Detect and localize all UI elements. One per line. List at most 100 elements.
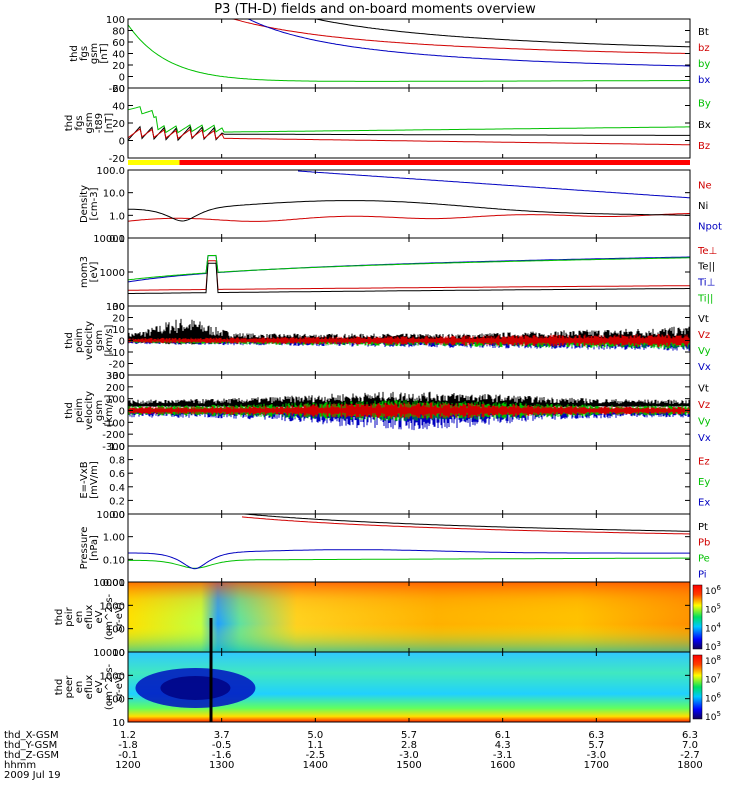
legend-entry: Pb [698, 538, 710, 549]
y-tick-label: -10 [109, 348, 125, 359]
y-axis-label: thd [54, 679, 65, 696]
panel-pressure: 10.00 1.00 0.10 0.01 Pressure [nPa] Pt Pb Pe Pi [79, 510, 710, 589]
series-bx [127, 125, 690, 142]
y-tick-label: 10 [112, 718, 125, 729]
y-tick-label: 1.00 [103, 533, 125, 544]
y-axis-label: sr-eV) [114, 672, 125, 701]
y-tick-label: 1000 [100, 268, 125, 279]
y-tick-label: 0 [119, 337, 125, 348]
y-tick-label: 0.8 [109, 456, 125, 467]
ephemeris-value: -2.7 [680, 750, 700, 761]
y-tick-label: -30 [109, 371, 125, 382]
x-tick-label: 1700 [584, 760, 609, 771]
y-tick-label: 0.01 [103, 578, 125, 589]
legend-entry: Bz [698, 141, 710, 152]
x-tick-label: 1300 [209, 760, 234, 771]
y-axis-label: en [74, 611, 85, 624]
y-axis-label: fgs [74, 115, 85, 130]
y-tick-label: 10.0 [103, 189, 125, 200]
y-tick-label: 0.6 [109, 469, 125, 480]
status-bar-red [128, 160, 690, 165]
panel-frame [127, 169, 691, 239]
y-tick-label: 20 [112, 61, 125, 72]
y-axis-label: gsm [89, 43, 100, 64]
x-tick-label: 1500 [396, 760, 421, 771]
y-axis-label: gsm [94, 400, 105, 421]
y-axis-label: peer [64, 675, 75, 699]
ephemeris-value: 1.2 [120, 730, 136, 741]
ephemeris-value: 2.8 [401, 740, 417, 751]
colorbar [692, 584, 703, 650]
y-tick-label: 40 [112, 50, 125, 61]
y-tick-label: 1.0 [109, 442, 125, 453]
ephemeris-label: thd_X-GSM [4, 730, 59, 741]
colorbar-label: 105 [705, 710, 721, 723]
y-axis-label: gsm [94, 330, 105, 351]
ephemeris-label: thd_Y-GSM [4, 740, 57, 751]
legend-entry: Ex [698, 498, 710, 509]
y-tick-label: 10000 [93, 234, 125, 245]
series-ti [127, 254, 690, 281]
ephemeris-value: -0.5 [212, 740, 232, 751]
y-tick-label: 30 [112, 302, 125, 313]
legend-entry: by [698, 59, 710, 70]
y-tick-label: 300 [106, 371, 125, 382]
y-tick-label: 10000 [93, 648, 125, 659]
y-tick-label: 60 [112, 38, 125, 49]
y-axis-label: thd [64, 332, 75, 349]
y-axis-label: velocity [84, 391, 95, 430]
legend-entry: bx [698, 75, 710, 86]
ephemeris-value: 6.3 [588, 730, 604, 741]
y-axis-label: eflux [84, 675, 95, 700]
y-tick-label: 0.10 [103, 555, 125, 566]
y-axis-label: [mV/m] [89, 461, 100, 499]
y-tick-label: 100 [106, 395, 125, 406]
panel-frame [127, 237, 691, 307]
y-tick-label: 10 [112, 648, 125, 659]
legend-entry: Vy [698, 416, 711, 427]
legend-entry: Npot [698, 222, 722, 233]
y-tick-label: -100 [102, 418, 125, 429]
y-tick-label: -300 [102, 442, 125, 453]
series-npot [297, 170, 691, 199]
legend-entry: Bt [698, 27, 709, 38]
y-tick-label: 1000 [100, 671, 125, 682]
y-axis-label: velocity [84, 321, 95, 360]
y-axis-label: [cm-3] [89, 187, 100, 220]
y-axis-label: thd [64, 115, 75, 132]
y-tick-label: 0 [119, 73, 125, 84]
y-axis-label: (cm^2-s- [104, 663, 115, 710]
y-axis-label: [km/s] [104, 324, 115, 356]
legend-entry: Te⊥ [697, 246, 717, 257]
y-tick-label: 1.0 [109, 211, 125, 222]
series-by [127, 24, 690, 82]
ephemeris-value: 6.1 [495, 730, 511, 741]
panel-ion_spec: 10000 1000 100 10 thd peir en eflux eV (cm^2-s-sr… [54, 578, 721, 659]
ephemeris-value: -3.1 [493, 750, 513, 761]
y-axis-label: eV [94, 610, 105, 623]
ephemeris-value: 7.0 [682, 740, 698, 751]
electron-spectrogram-core [160, 676, 231, 700]
colorbar-label: 103 [705, 640, 721, 653]
data-gap-mark [209, 652, 213, 722]
chart-title: P3 (TH-D) fields and on-board moments ov… [214, 2, 536, 17]
x-tick-label: 1800 [677, 760, 702, 771]
y-axis-label: thd [64, 402, 75, 419]
y-tick-label: 20 [112, 314, 125, 325]
panel-density: 100.0 10.0 1.0 0.1 Density [cm-3] Ne Ni Npot [79, 166, 722, 245]
legend-entry: Ez [698, 456, 710, 467]
legend-entry: Pi [698, 569, 707, 580]
ephemeris-label: thd_Z-GSM [4, 750, 59, 761]
series-ni [128, 200, 691, 222]
y-axis-label: E=-VxB [79, 461, 90, 498]
panel-frame [127, 87, 691, 159]
ephemeris-value: 5.7 [588, 740, 604, 751]
panel-efield: 1.0 0.8 0.6 0.4 0.2 0.0 E=-VxB [mV/m] Ez Ey Ex [79, 442, 710, 521]
y-tick-label: 20 [112, 119, 125, 130]
colorbar-label: 108 [705, 654, 721, 667]
panel-elec_spec: 10000 1000 100 10 thd peer en eflux eV (cm^2-s-sr… [54, 648, 721, 729]
colorbar-label: 104 [705, 621, 721, 634]
y-tick-label: 10 [112, 325, 125, 336]
legend-entry: Vy [698, 346, 711, 357]
